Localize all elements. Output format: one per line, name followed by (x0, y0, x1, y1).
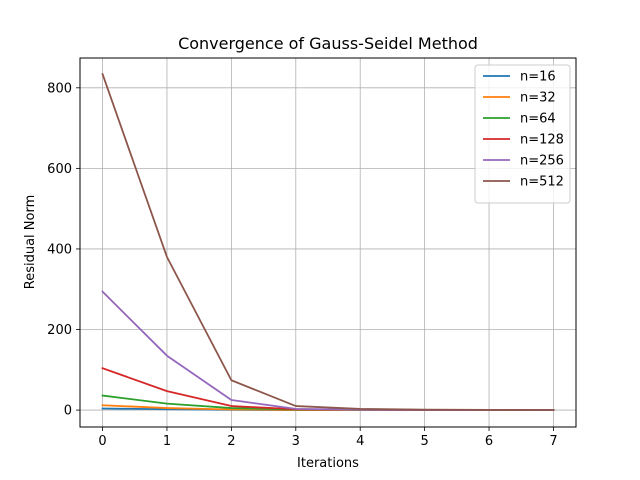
plot-frame (79, 57, 577, 428)
chart-title: Convergence of Gauss-Seidel Method (178, 34, 478, 53)
legend-label: n=128 (520, 133, 564, 148)
legend-box (474, 64, 571, 204)
legend-label: n=256 (520, 154, 564, 169)
legend-label: n=32 (520, 91, 556, 106)
axis-ticks: 0 1 2 3 4 5 6 7 0 200 400 600 800 (47, 81, 557, 449)
x-tick-label: 1 (163, 434, 171, 449)
x-tick-label: 0 (98, 434, 106, 449)
x-axis-label: Iterations (297, 456, 359, 471)
x-tick-label: 6 (485, 434, 493, 449)
x-tick-label: 2 (227, 434, 235, 449)
y-tick-label: 400 (47, 242, 72, 257)
y-axis-label: Residual Norm (23, 195, 38, 290)
y-tick-label: 0 (64, 404, 72, 419)
series-line-n-512 (101, 72, 555, 411)
legend-label: n=16 (520, 70, 556, 85)
legend: n=16 n=32 n=64 n=128 n=256 n=512 (474, 64, 571, 204)
y-tick-label: 800 (47, 81, 72, 96)
y-tick-label: 600 (47, 162, 72, 177)
legend-label: n=64 (520, 112, 556, 127)
x-tick-label: 5 (420, 434, 428, 449)
legend-label: n=512 (520, 175, 564, 190)
x-tick-label: 4 (356, 434, 364, 449)
x-tick-label: 3 (292, 434, 300, 449)
y-tick-label: 200 (47, 323, 72, 338)
series-lines (101, 72, 555, 411)
x-tick-label: 7 (549, 434, 557, 449)
